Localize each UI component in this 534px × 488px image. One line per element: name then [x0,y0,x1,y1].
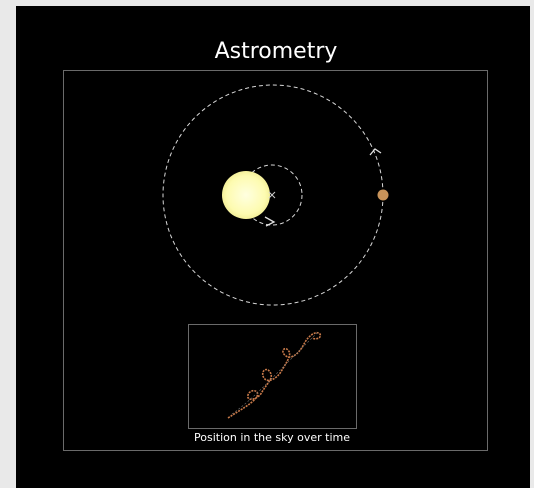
sky-track [227,331,322,419]
title: Astrometry [215,39,338,64]
frame [63,70,488,451]
orbit-arrow [369,148,382,156]
wobble-arrow [264,216,276,227]
planet [377,189,389,201]
star [222,171,270,219]
inset-frame [188,324,357,429]
barycenter [268,191,276,199]
inset-caption: Position in the sky over time [194,431,350,444]
proper-motion-line [231,331,319,415]
